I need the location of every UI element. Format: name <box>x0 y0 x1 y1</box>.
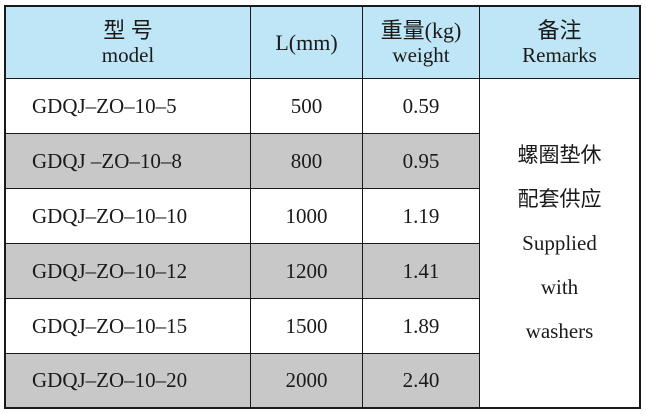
table-row-model: GDQJ–ZO–10–10 <box>6 189 251 244</box>
header-weight-cn: 重量(kg) <box>380 17 462 43</box>
header-remarks-cn: 备注 <box>537 17 582 43</box>
table-row-weight: 1.89 <box>363 299 480 354</box>
table-row-weight: 1.19 <box>363 189 480 244</box>
header-model: 型 号 model <box>6 7 251 79</box>
header-model-cn: 型 号 <box>103 17 153 43</box>
table-row-length: 500 <box>251 79 363 134</box>
table-row-weight: 0.59 <box>363 79 480 134</box>
table-row-length: 1000 <box>251 189 363 244</box>
spec-table: 型 号 model L(mm) 重量(kg) weight 备注 Remarks… <box>6 7 639 407</box>
header-remarks-en: Remarks <box>522 43 597 68</box>
table-row-model: GDQJ–ZO–10–20 <box>6 354 251 407</box>
header-model-en: model <box>101 43 155 68</box>
remarks-line-cn-2: 配套供应 <box>517 187 602 211</box>
remarks-cell: 螺圈垫休 配套供应 Supplied with washers <box>480 79 639 407</box>
table-row-model: GDQJ –ZO–10–8 <box>6 134 251 189</box>
table-row-weight: 2.40 <box>363 354 480 407</box>
header-length-label: L(mm) <box>275 29 338 55</box>
table-row-model: GDQJ–ZO–10–15 <box>6 299 251 354</box>
header-weight: 重量(kg) weight <box>363 7 480 79</box>
header-length: L(mm) <box>251 7 363 79</box>
spec-table-frame: 型 号 model L(mm) 重量(kg) weight 备注 Remarks… <box>4 5 641 409</box>
table-row-length: 1500 <box>251 299 363 354</box>
table-row-weight: 1.41 <box>363 244 480 299</box>
table-row-length: 2000 <box>251 354 363 407</box>
remarks-line-en-2: with <box>540 275 579 299</box>
table-row-model: GDQJ–ZO–10–12 <box>6 244 251 299</box>
header-remarks: 备注 Remarks <box>480 7 639 79</box>
table-row-model: GDQJ–ZO–10–5 <box>6 79 251 134</box>
header-weight-en: weight <box>392 43 450 68</box>
remarks-line-cn-1: 螺圈垫休 <box>517 143 602 167</box>
remarks-line-en-3: washers <box>525 319 594 343</box>
table-row-length: 800 <box>251 134 363 189</box>
remarks-line-en-1: Supplied <box>522 231 597 255</box>
table-row-weight: 0.95 <box>363 134 480 189</box>
table-row-length: 1200 <box>251 244 363 299</box>
